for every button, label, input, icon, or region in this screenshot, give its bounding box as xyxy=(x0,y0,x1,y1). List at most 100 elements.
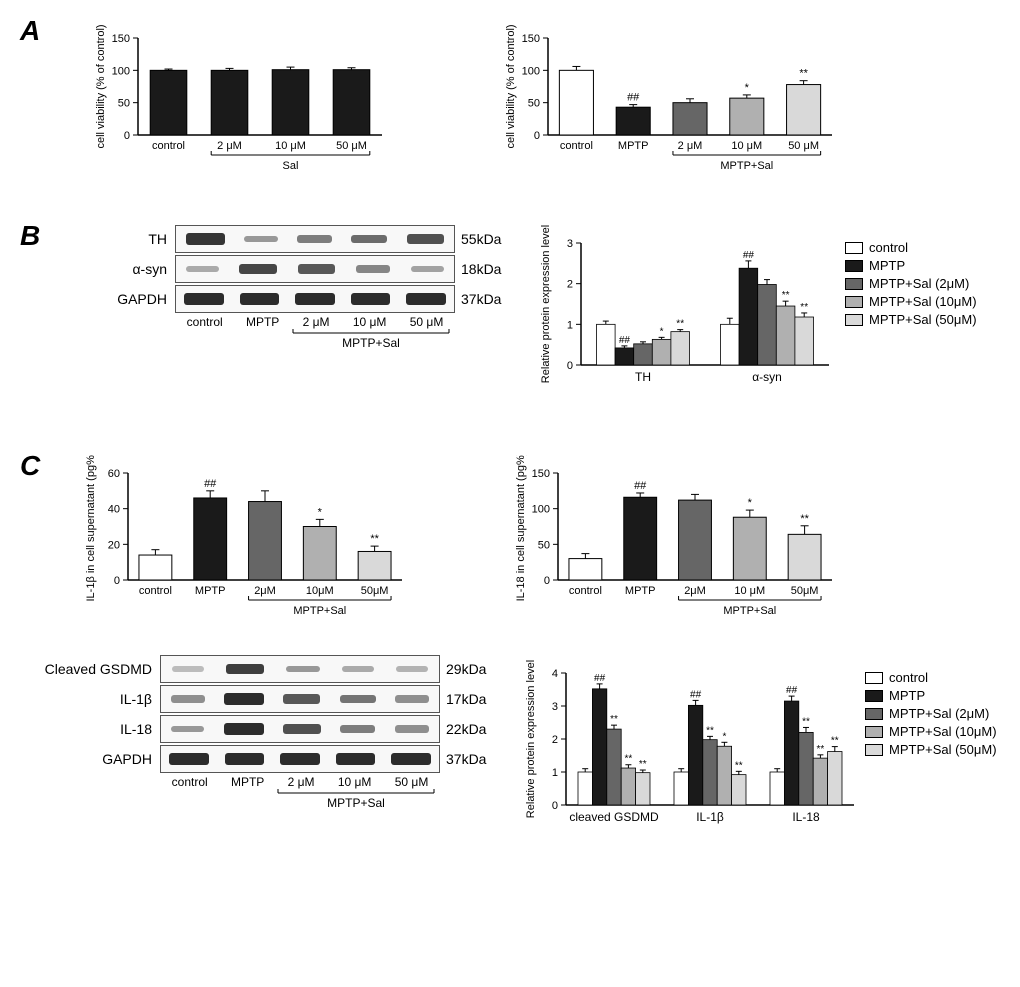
legend-label: MPTP xyxy=(869,258,905,273)
blot-band xyxy=(395,695,429,702)
svg-text:MPTP+Sal: MPTP+Sal xyxy=(342,336,400,350)
svg-text:50 μM: 50 μM xyxy=(788,140,819,152)
blot-band xyxy=(297,235,332,243)
svg-text:Relative protein expression le: Relative protein expression level xyxy=(540,225,552,383)
legend-swatch xyxy=(845,278,863,290)
svg-text:TH: TH xyxy=(635,370,651,384)
blot-xlabel: 50 μM xyxy=(410,315,444,329)
svg-text:3: 3 xyxy=(567,238,573,250)
legend-label: MPTP xyxy=(889,688,925,703)
blot-band xyxy=(356,265,391,273)
panel-c-label: C xyxy=(20,450,40,482)
legend-swatch xyxy=(865,726,883,738)
blot-strip xyxy=(160,745,440,773)
blot-band xyxy=(340,725,375,733)
svg-text:control: control xyxy=(569,585,602,597)
panel-c-chart3: 01234Relative protein expression level##… xyxy=(520,655,860,845)
svg-text:**: ** xyxy=(799,68,808,80)
blot-band xyxy=(224,693,264,705)
legend-swatch xyxy=(845,260,863,272)
svg-text:2 μM: 2 μM xyxy=(217,140,242,152)
svg-text:**: ** xyxy=(800,302,808,313)
svg-text:4: 4 xyxy=(552,668,558,680)
blot-band xyxy=(239,264,277,274)
svg-text:10 μM: 10 μM xyxy=(275,140,306,152)
blot-xlabel: 10 μM xyxy=(338,775,372,789)
svg-text:1: 1 xyxy=(567,319,573,331)
panel-c-blots: Cleaved GSDMD29kDaIL-1β17kDaIL-1822kDaGA… xyxy=(30,655,510,813)
blot-strip xyxy=(175,285,455,313)
svg-text:IL-18: IL-18 xyxy=(792,810,820,824)
blot-band xyxy=(171,695,205,702)
svg-text:**: ** xyxy=(800,513,809,525)
svg-text:##: ## xyxy=(619,335,631,346)
svg-text:##: ## xyxy=(743,250,755,261)
svg-text:*: * xyxy=(318,506,323,518)
svg-text:IL-18 in cell supernatant (pg%: IL-18 in cell supernatant (pg%) xyxy=(515,455,527,601)
svg-text:MPTP: MPTP xyxy=(618,140,649,152)
blot-label: Cleaved GSDMD xyxy=(30,661,160,677)
svg-text:MPTP+Sal: MPTP+Sal xyxy=(723,605,776,617)
svg-text:0: 0 xyxy=(552,800,558,812)
svg-text:150: 150 xyxy=(112,33,130,45)
legend-swatch xyxy=(865,708,883,720)
svg-text:150: 150 xyxy=(522,33,540,45)
svg-text:Sal: Sal xyxy=(283,160,299,172)
blot-xlabel: control xyxy=(172,775,208,789)
svg-text:10 μM: 10 μM xyxy=(731,140,762,152)
panel-c-chart1: 0204060IL-1β in cell supernatant (pg%)co… xyxy=(80,455,410,635)
blot-band xyxy=(351,293,391,305)
blot-band xyxy=(396,666,428,672)
blot-strip xyxy=(175,225,455,253)
blot-band xyxy=(295,293,335,305)
svg-text:2μM: 2μM xyxy=(684,585,706,597)
svg-text:**: ** xyxy=(817,744,825,755)
blot-xlabel: 50 μM xyxy=(395,775,429,789)
svg-text:100: 100 xyxy=(532,504,550,516)
legend-swatch xyxy=(865,690,883,702)
legend-label: control xyxy=(869,240,908,255)
panel-a-chart1: 050100150cell viability (% of control)co… xyxy=(90,20,390,200)
blot-band xyxy=(224,723,264,735)
svg-text:MPTP+Sal: MPTP+Sal xyxy=(293,605,346,617)
legend-swatch xyxy=(845,314,863,326)
legend-label: MPTP+Sal (10μM) xyxy=(869,294,977,309)
blot-band xyxy=(406,293,446,305)
svg-text:50: 50 xyxy=(528,98,540,110)
blot-band xyxy=(411,266,444,272)
svg-text:*: * xyxy=(660,326,664,337)
blot-strip xyxy=(160,715,440,743)
legend-item: MPTP+Sal (10μM) xyxy=(865,724,997,739)
blot-size: 22kDa xyxy=(440,721,500,737)
svg-text:cleaved GSDMD: cleaved GSDMD xyxy=(569,810,659,824)
svg-text:**: ** xyxy=(782,290,790,301)
svg-text:60: 60 xyxy=(108,468,120,480)
svg-text:IL-1β: IL-1β xyxy=(696,810,724,824)
blot-band xyxy=(171,726,205,733)
svg-text:3: 3 xyxy=(552,701,558,713)
svg-text:##: ## xyxy=(634,480,647,492)
svg-text:**: ** xyxy=(735,760,743,771)
svg-text:50μM: 50μM xyxy=(361,585,389,597)
blot-band xyxy=(283,694,320,704)
svg-text:100: 100 xyxy=(112,65,130,77)
panel-a-label: A xyxy=(20,15,40,47)
blot-strip xyxy=(175,255,455,283)
svg-text:cell viability (% of control): cell viability (% of control) xyxy=(505,24,517,148)
panel-c-chart2: 050100150IL-18 in cell supernatant (pg%)… xyxy=(510,455,840,635)
panel-b-legend: control MPTP MPTP+Sal (2μM) MPTP+Sal (10μM)… xyxy=(845,240,977,405)
svg-text:2μM: 2μM xyxy=(254,585,276,597)
legend-item: MPTP+Sal (2μM) xyxy=(845,276,977,291)
blot-label: GAPDH xyxy=(30,751,160,767)
svg-text:0: 0 xyxy=(544,575,550,587)
svg-text:control: control xyxy=(139,585,172,597)
legend-swatch xyxy=(845,242,863,254)
svg-text:##: ## xyxy=(627,92,640,104)
legend-item: MPTP xyxy=(845,258,977,273)
svg-text:0: 0 xyxy=(567,360,573,372)
blot-strip xyxy=(160,655,440,683)
svg-text:##: ## xyxy=(204,478,217,490)
svg-text:cell viability (% of control): cell viability (% of control) xyxy=(95,24,107,148)
legend-swatch xyxy=(845,296,863,308)
legend-label: MPTP+Sal (50μM) xyxy=(869,312,977,327)
